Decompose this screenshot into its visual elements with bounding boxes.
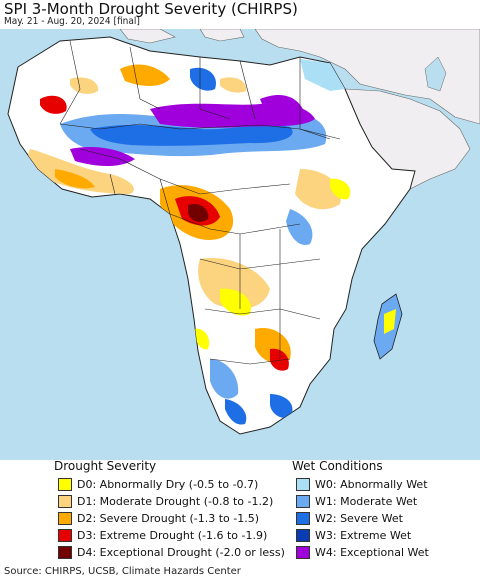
legend-item-w0: W0: Abnormally Wet (296, 476, 428, 492)
africa-landmass (7, 36, 416, 435)
drought-anomaly-layer (28, 59, 351, 425)
d3-swatch (58, 528, 72, 542)
w2-label: W2: Severe Wet (315, 511, 403, 525)
d1-swatch (58, 494, 72, 508)
d3-label: D3: Extreme Drought (-1.6 to -1.9) (77, 528, 268, 542)
drought-map (0, 28, 480, 460)
country-borders (59, 40, 341, 365)
w0-swatch (296, 477, 310, 491)
w1-label: W1: Moderate Wet (315, 494, 418, 508)
d0-swatch (58, 477, 72, 491)
w4-swatch (296, 545, 310, 559)
w1-swatch (296, 494, 310, 508)
outside-landmass (119, 28, 480, 190)
legend-item-d1: D1: Moderate Drought (-0.8 to -1.2) (58, 493, 273, 509)
legend-item-w4: W4: Exceptional Wet (296, 544, 429, 560)
madagascar-dry-patch (384, 309, 396, 334)
w3-swatch (296, 528, 310, 542)
w2-swatch (296, 511, 310, 525)
w3-label: W3: Extreme Wet (315, 528, 412, 542)
w0-label: W0: Abnormally Wet (315, 477, 428, 491)
legend-item-w3: W3: Extreme Wet (296, 527, 411, 543)
wet-legend-title: Wet Conditions (292, 459, 383, 473)
d0-label: D0: Abnormally Dry (-0.5 to -0.7) (77, 477, 259, 491)
legend-item-d4: D4: Exceptional Drought (-2.0 or less) (58, 544, 285, 560)
drought-legend-title: Drought Severity (54, 459, 157, 473)
legend-item-d0: D0: Abnormally Dry (-0.5 to -0.7) (58, 476, 258, 492)
w4-label: W4: Exceptional Wet (315, 545, 429, 559)
legend-item-d3: D3: Extreme Drought (-1.6 to -1.9) (58, 527, 267, 543)
africa-map-svg (7, 28, 480, 435)
legend-item-d2: D2: Severe Drought (-1.3 to -1.5) (58, 510, 259, 526)
d4-swatch (58, 545, 72, 559)
source-credit: Source: CHIRPS, UCSB, Climate Hazards Ce… (4, 566, 241, 577)
legend-item-w2: W2: Severe Wet (296, 510, 403, 526)
d2-label: D2: Severe Drought (-1.3 to -1.5) (77, 511, 260, 525)
legend-item-w1: W1: Moderate Wet (296, 493, 417, 509)
map-title: SPI 3-Month Drought Severity (CHIRPS) (4, 0, 298, 18)
d2-swatch (58, 511, 72, 525)
d1-label: D1: Moderate Drought (-0.8 to -1.2) (77, 494, 274, 508)
d4-label: D4: Exceptional Drought (-2.0 or less) (77, 545, 285, 559)
map-subtitle: May. 21 - Aug. 20, 2024 [final] (4, 16, 140, 27)
